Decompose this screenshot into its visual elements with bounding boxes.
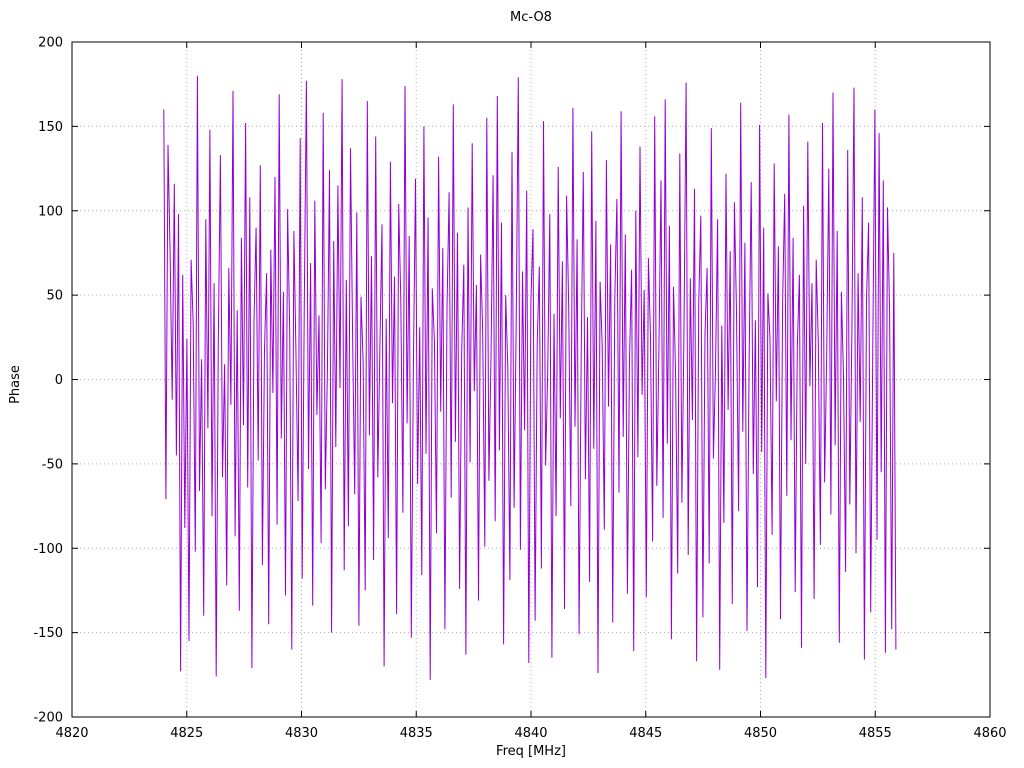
axis-ticks (71, 41, 991, 718)
x-tick-label: 4855 (859, 726, 892, 741)
x-tick-label: 4850 (744, 726, 777, 741)
x-tick-label: 4860 (973, 726, 1006, 741)
y-tick-label: 200 (38, 36, 63, 51)
y-tick-label: -100 (33, 542, 63, 557)
x-tick-label: 4845 (629, 726, 662, 741)
y-tick-label: 100 (38, 204, 63, 219)
y-tick-label: -150 (33, 626, 63, 641)
y-tick-label: 150 (38, 120, 63, 135)
chart-title: Mc-O8 (510, 10, 552, 25)
y-tick-label: -200 (33, 711, 63, 726)
x-axis-label: Freq [MHz] (496, 744, 566, 759)
x-tick-label: 4820 (55, 726, 88, 741)
y-tick-label: 50 (46, 289, 63, 304)
tick-labels: 4820 4825 4830 4835 4840 4845 4850 4855 4860 -200… (33, 36, 1006, 742)
x-tick-label: 4830 (285, 726, 318, 741)
x-tick-label: 4835 (400, 726, 433, 741)
x-tick-label: 4825 (170, 726, 203, 741)
x-tick-label: 4840 (514, 726, 547, 741)
series-line (163, 75, 897, 680)
y-tick-label: 0 (55, 373, 63, 388)
y-tick-label: -50 (42, 457, 63, 472)
